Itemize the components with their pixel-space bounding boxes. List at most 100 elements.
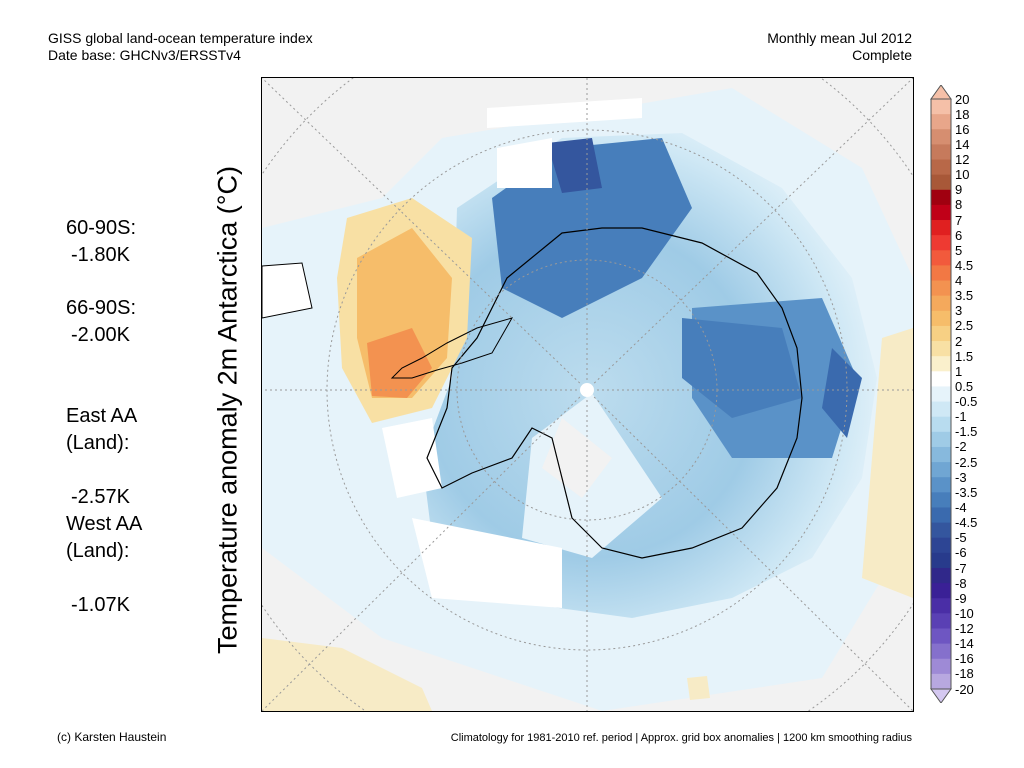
colorbar-tick-label: -2	[955, 439, 967, 455]
colorbar-tick-label: -3	[955, 469, 967, 485]
meridian-line	[586, 78, 913, 391]
map-canvas	[262, 78, 913, 711]
meridian-line	[586, 389, 913, 711]
header-left: GISS global land-ocean temperature index…	[48, 30, 313, 64]
colorbar-tick-label: 12	[955, 152, 970, 167]
colorbar-tick-label: -8	[955, 575, 967, 591]
colorbar-segment	[931, 583, 951, 599]
colorbar-tick-label: -2.5	[955, 454, 978, 470]
colorbar-tick-label: 20	[955, 91, 970, 107]
missing-data-patch	[382, 418, 442, 498]
stat-west-aa: West AA (Land): -1.07K	[66, 484, 142, 646]
colorbar-segment	[931, 235, 951, 251]
colorbar-segment	[931, 613, 951, 629]
colorbar-segment	[931, 446, 951, 463]
colorbar-segment	[931, 643, 951, 660]
colorbar-segment	[931, 174, 951, 191]
stat-label: 60-90S:	[66, 217, 137, 239]
colorbar-tick-label: -0.5	[955, 394, 978, 410]
colorbar-tick-label: 7	[955, 212, 963, 228]
colorbar-tick-label: 16	[955, 121, 970, 137]
footer-note: Climatology for 1981-2010 ref. period | …	[450, 732, 912, 744]
land-right	[862, 328, 913, 598]
header-right: Monthly mean Jul 2012 Complete	[767, 30, 912, 64]
colorbar-segment	[931, 462, 951, 478]
south-pole-marker	[580, 383, 594, 397]
colorbar-segment	[931, 129, 951, 145]
colorbar-segment	[931, 204, 951, 221]
stat-value: -2.00K	[71, 324, 130, 346]
colorbar-tick-label: 8	[955, 197, 963, 213]
island	[687, 676, 710, 700]
y-axis-label: Temperature anomaly 2m Antarctica (°C)	[212, 166, 243, 654]
stat-value: -2.57K	[71, 486, 130, 508]
stat-66-90s: 66-90S: -2.00K	[66, 295, 136, 349]
credit-label: (c) Karsten Haustein	[57, 730, 167, 744]
stat-label: 66-90S:	[66, 297, 137, 319]
colorbar-min-arrow	[930, 688, 952, 703]
colorbar-tick-label: 2.5	[955, 318, 974, 334]
colorbar-segment	[931, 386, 951, 402]
anomaly-map	[261, 77, 914, 712]
meridian-line	[262, 389, 588, 711]
missing-data-patch	[497, 138, 552, 188]
colorbar-segment	[931, 144, 951, 160]
colorbar-segment	[931, 416, 951, 433]
colorbar-tick-label: -5	[955, 530, 967, 546]
colorbar-segment	[931, 658, 951, 675]
colorbar-tick-label: 6	[955, 227, 963, 243]
colorbar-tick-label: -18	[955, 666, 974, 682]
colorbar-segment	[931, 522, 951, 539]
stat-label: West AA (Land):	[66, 513, 143, 562]
colorbar-segment	[931, 159, 951, 176]
cold-anomaly-core	[547, 138, 602, 193]
colorbar-tick-label: -12	[955, 621, 974, 636]
colorbar-tick-label: 18	[955, 106, 970, 122]
colorbar-segment	[931, 310, 951, 327]
neutral-core	[542, 418, 612, 498]
stat-east-aa: East AA (Land): -2.57K	[66, 376, 137, 538]
colorbar-tick-label: 9	[955, 182, 963, 198]
colorbar-tick-label: 2	[955, 333, 963, 349]
colorbar-segment	[931, 477, 951, 493]
colorbar-tick-label: 4	[955, 273, 963, 288]
colorbar-segment	[931, 507, 951, 523]
colorbar-segment	[931, 628, 951, 645]
colorbar-max-arrow	[930, 85, 952, 100]
colorbar-tick-label: 3.5	[955, 288, 974, 304]
colorbar-segment	[931, 673, 951, 690]
colorbar-segment	[931, 537, 951, 554]
colorbar-tick-label: 3	[955, 303, 963, 319]
colorbar-segment	[931, 356, 951, 372]
colorbar-tick-label: -1	[955, 409, 967, 425]
colorbar-tick-label: 5	[955, 242, 963, 258]
stat-value: -1.80K	[71, 244, 130, 266]
cold-anomaly-coast	[822, 348, 862, 438]
stat-value: -1.07K	[71, 594, 130, 616]
colorbar	[930, 85, 952, 703]
colorbar-tick-label: -6	[955, 545, 967, 561]
colorbar-tick-label: -4.5	[955, 515, 978, 531]
colorbar-tick-label: -4	[955, 500, 967, 515]
colorbar-segment	[931, 295, 951, 312]
colorbar-segment	[931, 598, 951, 614]
colorbar-segment	[931, 99, 951, 115]
graticule	[262, 78, 913, 711]
colorbar-tick-label: 4.5	[955, 257, 974, 273]
status-label: Complete	[852, 47, 912, 63]
colorbar-segment	[931, 114, 951, 130]
antarctic-peninsula	[390, 317, 514, 379]
colorbar-tick-label: 1.5	[955, 348, 974, 364]
colorbar-segment	[931, 431, 951, 448]
land-bottom-left	[262, 638, 432, 711]
colorbar-segment	[931, 250, 951, 266]
colorbar-tick-label: -10	[955, 605, 974, 621]
colorbar-tick-label: -3.5	[955, 484, 978, 500]
colorbar-segment	[931, 220, 951, 236]
colorbar-tick-label: -14	[955, 636, 974, 652]
colorbar-tick-label: 10	[955, 167, 970, 183]
cold-anomaly-east-core	[682, 318, 802, 418]
colorbar-tick-label: 14	[955, 136, 970, 152]
colorbar-segment	[931, 492, 951, 508]
colorbar-tick-label: 0.5	[955, 378, 974, 394]
